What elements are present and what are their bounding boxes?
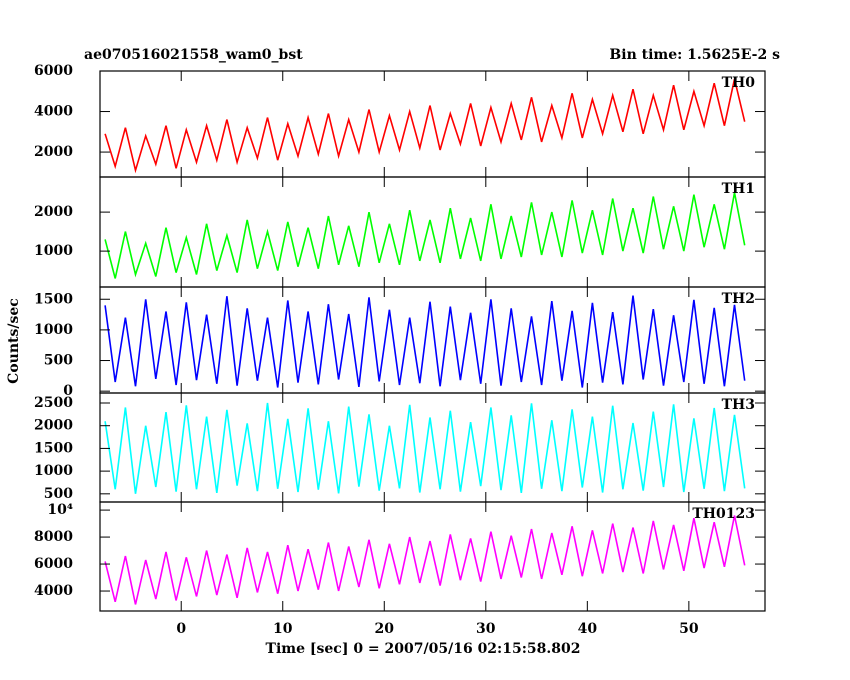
y-tick-label: 2000: [34, 204, 73, 220]
light-curve: [104, 402, 746, 494]
y-axis-label: Counts/sec: [6, 298, 22, 384]
x-tick-label: 30: [476, 621, 496, 637]
y-tick-label: 1000: [34, 463, 73, 479]
y-tick-label: 500: [44, 353, 73, 369]
y-tick-label: 500: [44, 486, 73, 502]
y-tick-label: 0: [63, 383, 73, 399]
y-tick-label: 1000: [34, 322, 73, 338]
y-tick-label: 1000: [34, 243, 73, 259]
light-curve: [104, 78, 746, 174]
panel-label: TH1: [722, 181, 755, 197]
y-tick-label: 6000: [34, 63, 73, 79]
y-tick-label: 2000: [34, 418, 73, 434]
x-axis-label: Time [sec] 0 = 2007/05/16 02:15:58.802: [266, 641, 581, 657]
chart-title: ae070516021558_wam0_bst: [84, 47, 303, 63]
x-tick-label: 0: [176, 621, 186, 637]
chart-subtitle: Bin time: 1.5625E-2 s: [609, 47, 780, 63]
y-tick-label: 8000: [34, 529, 73, 545]
x-tick-label: 10: [273, 621, 293, 637]
light-curve: [104, 192, 746, 279]
y-tick-label: 1500: [34, 440, 73, 456]
y-tick-label: 6000: [34, 556, 73, 572]
y-tick-label: 4000: [34, 104, 73, 120]
x-tick-label: 40: [578, 621, 598, 637]
panel-label: TH3: [722, 397, 755, 413]
y-tick-label: 2500: [34, 395, 73, 411]
y-tick-label: 2000: [34, 144, 73, 160]
light-curve: [104, 295, 746, 388]
y-tick-label: 10⁴: [47, 502, 73, 518]
panel-label: TH0123: [692, 506, 755, 522]
x-tick-label: 50: [679, 621, 699, 637]
y-tick-label: 4000: [34, 583, 73, 599]
x-tick-label: 20: [375, 621, 395, 637]
panel-label: TH2: [722, 291, 755, 307]
light-curve: [104, 515, 746, 605]
panel-frame: [99, 392, 766, 503]
panel-frame: [99, 501, 766, 612]
panel-label: TH0: [722, 75, 756, 91]
y-tick-label: 1500: [34, 291, 73, 307]
